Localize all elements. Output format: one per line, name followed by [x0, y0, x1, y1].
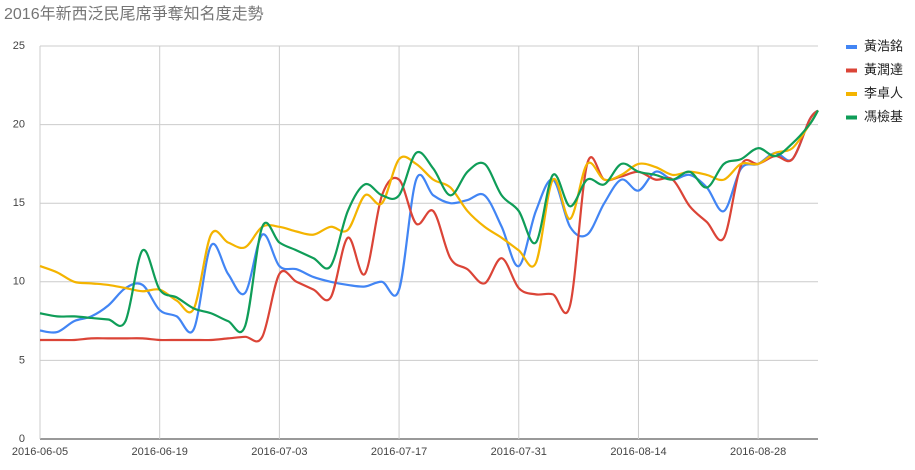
legend-label: 黃浩銘 [864, 38, 903, 53]
y-tick-label: 10 [13, 276, 25, 288]
series-line [39, 109, 819, 334]
legend-swatch [846, 92, 857, 96]
x-tick-label: 2016-06-05 [12, 446, 68, 458]
legend-label: 馮檢基 [864, 109, 903, 124]
y-tick-label: 20 [13, 119, 25, 131]
x-tick-label: 2016-07-31 [491, 446, 547, 458]
series-line [40, 109, 819, 343]
x-tick-label: 2016-08-28 [730, 446, 786, 458]
x-tick-label: 2016-07-17 [371, 446, 427, 458]
y-tick-label: 5 [19, 354, 25, 366]
legend-item: 黃潤達 [846, 62, 903, 77]
x-tick-label: 2016-06-19 [132, 446, 188, 458]
legend-swatch [846, 115, 857, 120]
legend-item: 李卓人 [846, 85, 903, 100]
legend-swatch [846, 45, 857, 49]
legend-label: 黃潤達 [864, 62, 903, 77]
legend-swatch [846, 68, 857, 73]
series-line [39, 109, 819, 334]
series-line [39, 109, 819, 314]
x-tick-label: 2016-07-03 [251, 446, 307, 458]
y-tick-label: 25 [13, 40, 25, 52]
legend-item: 馮檢基 [846, 109, 903, 124]
chart-title: 2016年新西泛民尾席爭奪知名度走勢 [4, 5, 264, 23]
y-tick-label: 15 [13, 197, 25, 209]
legend-label: 李卓人 [864, 85, 903, 100]
y-tick-label: 0 [19, 433, 25, 445]
x-tick-label: 2016-08-14 [610, 446, 666, 458]
legend-item: 黃浩銘 [846, 38, 903, 53]
